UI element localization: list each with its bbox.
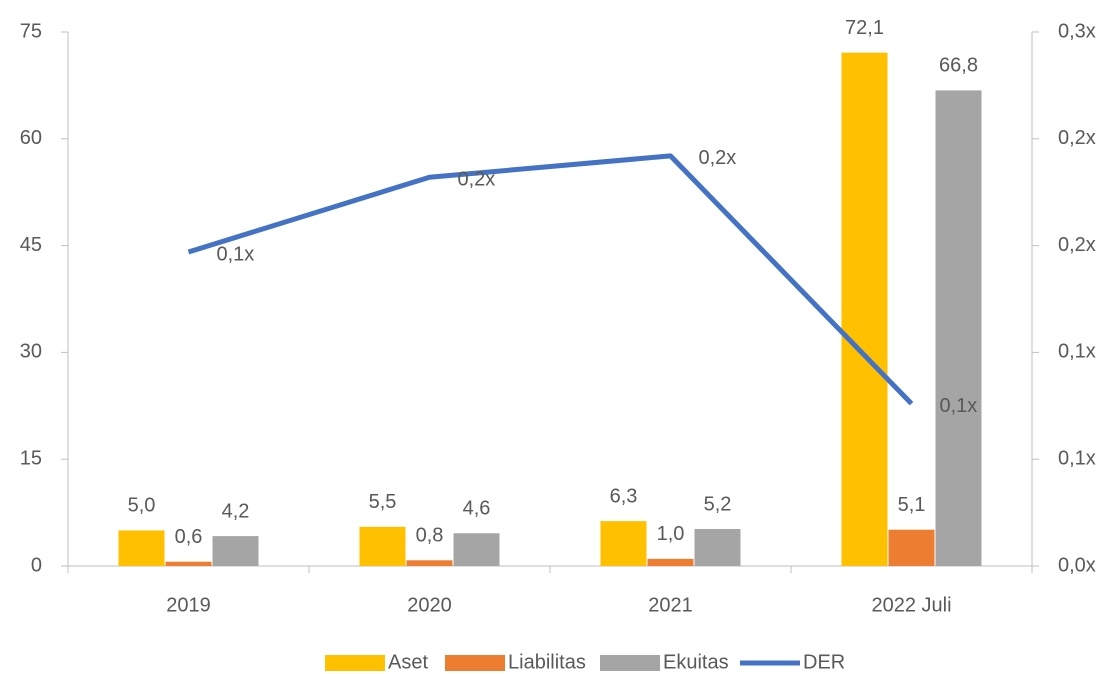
bar-label: 5,5 [369,491,397,513]
line-label: 0,1x [217,243,255,265]
y2-tick-label: 0,0x [1058,554,1096,576]
bar [359,526,406,566]
legend-swatch [600,655,660,671]
legend-swatch [445,655,505,671]
y2-tick-label: 0,2x [1058,234,1096,256]
legend-label: Aset [388,651,428,673]
y-tick-label: 45 [20,234,42,256]
legend-label: DER [803,651,845,673]
bar-label: 0,8 [416,525,444,547]
bar [600,521,647,566]
y2-tick-label: 0,3x [1058,20,1096,42]
y-tick-label: 75 [20,20,42,42]
bar-label: 5,2 [704,493,732,515]
legend-label: Liabilitas [508,651,586,673]
line [187,153,914,406]
y-tick-label: 0 [31,554,42,576]
bar [694,528,741,566]
bar [935,90,982,566]
y-tick-label: 60 [20,127,42,149]
bar-label: 4,6 [463,498,491,520]
bar-label: 72,1 [845,17,884,39]
bar-label: 6,3 [610,485,638,507]
legend-label: Ekuitas [663,651,729,673]
y2-tick-label: 0,1x [1058,341,1096,363]
line-label: 0,2x [458,169,496,191]
bar [453,533,500,566]
y2-tick-label: 0,1x [1058,447,1096,469]
bar [888,529,935,566]
x-tick-label: 2021 [648,594,693,616]
bar [406,560,453,566]
x-tick-label: 2022 Juli [871,594,951,616]
bar-label: 5,0 [128,495,156,517]
legend-swatch [325,655,385,671]
bar [841,52,888,566]
bar [165,561,212,566]
bar [212,536,259,566]
bar-label: 0,6 [175,526,203,548]
y-tick-label: 30 [20,341,42,363]
y2-tick-label: 0,2x [1058,127,1096,149]
bar [118,530,165,566]
line-label: 0,1x [940,395,978,417]
bar-label: 66,8 [939,55,978,77]
y-tick-label: 15 [20,447,42,469]
line-label: 0,2x [699,147,737,169]
bar [647,558,694,566]
x-tick-label: 2019 [166,594,211,616]
bar-label: 4,2 [222,500,250,522]
x-tick-label: 2020 [407,594,452,616]
bar-label: 5,1 [898,494,926,516]
bar-label: 1,0 [657,523,685,545]
